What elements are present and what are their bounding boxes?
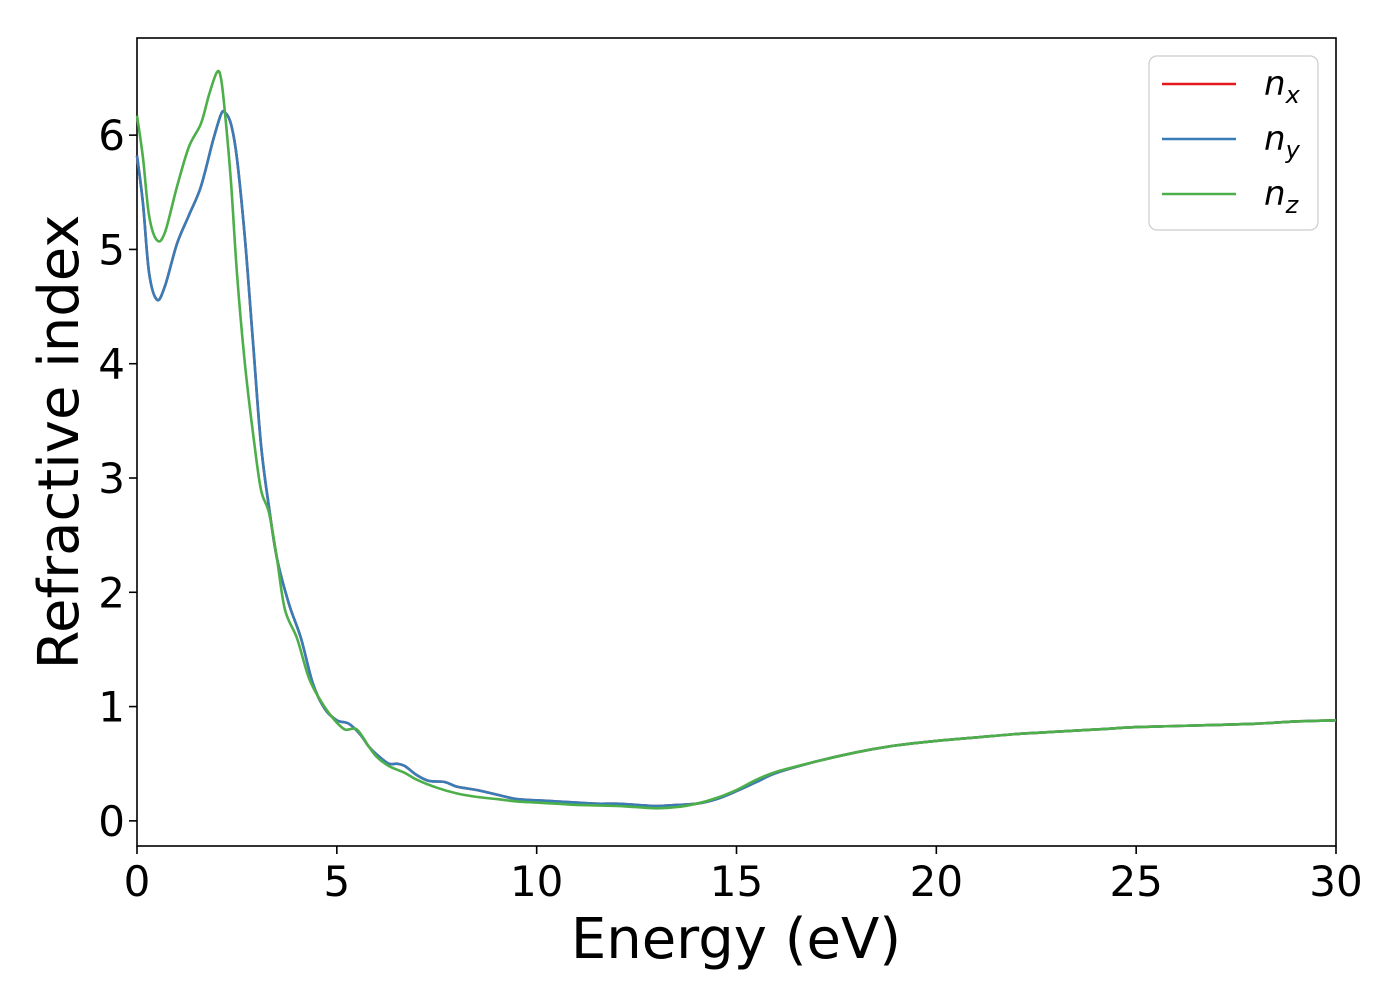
x-tick-label: 30: [1309, 857, 1362, 906]
series-layer: [135, 69, 1337, 810]
x-tick-label: 25: [1109, 857, 1162, 906]
x-tick-label: 15: [710, 857, 763, 906]
series-line-n-z: [135, 69, 1337, 810]
legend-box: [1148, 55, 1319, 231]
x-axis-title: Energy (eV): [571, 907, 901, 972]
x-axis-ticks: 0 5 10 15 20 25 30: [124, 846, 1363, 906]
y-tick-label: 3: [98, 454, 125, 503]
y-tick-label: 0: [98, 797, 125, 846]
x-tick-label: 20: [910, 857, 963, 906]
x-tick-label: 10: [510, 857, 563, 906]
x-tick-label: 5: [323, 857, 350, 906]
y-tick-label: 1: [98, 683, 125, 732]
y-axis-title: Refractive index: [27, 215, 92, 670]
y-tick-label: 5: [98, 225, 125, 274]
y-tick-label: 6: [98, 111, 125, 160]
y-tick-label: 2: [98, 568, 125, 617]
x-tick-label: 0: [124, 857, 151, 906]
y-axis-ticks: 0 1 2 3 4 5 6: [98, 111, 137, 846]
legend-label-n-z: nz: [1264, 174, 1300, 219]
y-tick-label: 4: [98, 340, 125, 389]
